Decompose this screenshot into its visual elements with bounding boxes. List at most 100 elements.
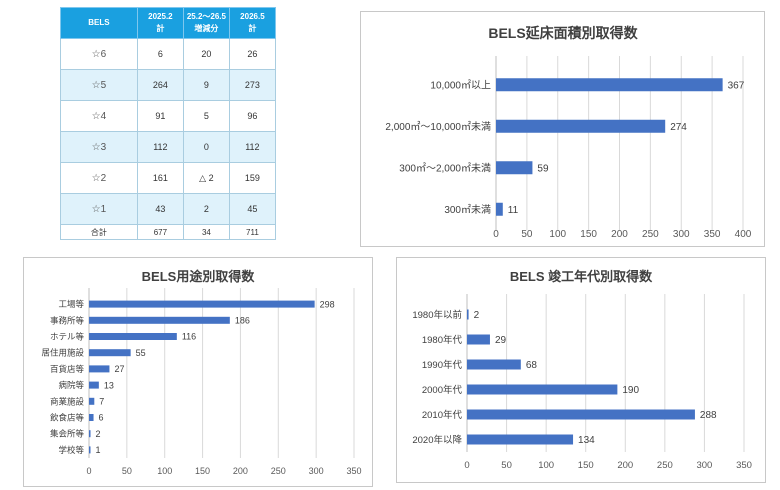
data-label: 2	[96, 429, 101, 439]
count-2026-cell: 45	[228, 193, 277, 225]
data-label: 186	[235, 315, 250, 325]
data-label: 2	[474, 310, 480, 321]
data-label: 274	[670, 122, 687, 133]
change-cell: 5	[182, 100, 230, 132]
data-label: 68	[526, 360, 538, 371]
category-label: 1980年以前	[412, 309, 462, 321]
chart-title: BELS延床面積別取得数	[488, 25, 638, 41]
category-label: 居住用施設	[41, 348, 84, 358]
use-chart-panel: BELS用途別取得数 0 50 100 150 200 250 300 350 工場等 298 事務所…	[23, 257, 373, 487]
header-label: 2026.5	[240, 12, 265, 21]
bar	[89, 333, 177, 340]
tick-label: 300	[673, 229, 690, 240]
bar	[89, 397, 95, 405]
total-2026-cell: 711	[228, 224, 277, 240]
rank-cell: ☆4	[60, 100, 138, 132]
category-label: 飲食店等	[50, 412, 85, 422]
header-label: 2025.2	[148, 12, 173, 21]
bar	[89, 316, 230, 324]
data-label: 59	[537, 163, 549, 174]
data-label: 134	[578, 435, 595, 446]
header-bels: BELS	[60, 7, 138, 39]
total-label-cell: 合計	[60, 224, 138, 240]
bar	[89, 381, 99, 389]
tick-label: 100	[538, 460, 554, 471]
rank-cell: ☆2	[60, 162, 138, 194]
use-chart: BELS用途別取得数 0 50 100 150 200 250 300 350 工場等 298 事務所…	[41, 269, 361, 476]
year-chart-panel: BELS 竣工年代別取得数 0 50 100 150 200 250 300 350 1980年以…	[396, 257, 766, 483]
change-cell: 0	[182, 131, 230, 163]
tick-label: 150	[195, 466, 210, 476]
category-label: 300㎡～2,000㎡未満	[399, 162, 491, 174]
count-2026-cell: 273	[228, 69, 277, 101]
header-sublabel: 計	[248, 24, 257, 33]
category-label: 集会所等	[50, 429, 85, 439]
tick-label: 0	[464, 460, 469, 471]
tick-label: 400	[735, 229, 752, 240]
change-cell: 9	[182, 69, 230, 101]
table-row: ☆5 264 9 273	[60, 69, 277, 101]
year-chart: BELS 竣工年代別取得数 0 50 100 150 200 250 300 350 1980年以…	[412, 269, 752, 471]
data-label: 7	[99, 396, 104, 406]
chart-title: BELS 竣工年代別取得数	[510, 269, 653, 284]
bar	[89, 300, 315, 308]
header-sublabel: 計	[156, 24, 165, 33]
tick-label: 350	[346, 466, 361, 476]
total-2025-cell: 677	[136, 224, 184, 240]
tick-label: 50	[122, 466, 132, 476]
tick-label: 300	[696, 460, 712, 471]
tick-label: 0	[86, 466, 91, 476]
bar	[467, 384, 618, 395]
rank-cell: ☆3	[60, 131, 138, 163]
header-label: 25.2～26.5	[186, 12, 226, 21]
tick-label: 150	[580, 229, 597, 240]
rank-cell: ☆1	[60, 193, 138, 225]
change-cell: 20	[182, 38, 230, 70]
data-label: 11	[508, 205, 519, 216]
table-total-row: 合計 677 34 711	[60, 224, 277, 240]
count-2025-cell: 91	[136, 100, 184, 132]
category-label: 百貨店等	[50, 364, 85, 374]
category-label: 1990年代	[422, 359, 463, 371]
tick-label: 300	[309, 466, 324, 476]
bar	[496, 119, 666, 133]
tick-label: 100	[549, 229, 566, 240]
header-change: 25.2～26.5 増減分	[182, 7, 230, 39]
count-2025-cell: 6	[136, 38, 184, 70]
bar	[496, 161, 533, 175]
tick-label: 350	[736, 460, 752, 471]
bar	[89, 414, 94, 421]
header-label: BELS	[88, 18, 110, 27]
tick-label: 350	[704, 229, 721, 240]
tick-label: 250	[271, 466, 286, 476]
data-label: 116	[182, 332, 196, 342]
data-label: 13	[104, 380, 114, 390]
bar	[89, 430, 91, 438]
category-label: 10,000㎡以上	[430, 79, 491, 91]
change-cell: 2	[182, 193, 230, 225]
floor-area-chart-panel: BELS延床面積別取得数 0 50 100 150 200 250 300 350 400 10,0…	[360, 11, 765, 247]
header-sublabel: 増減分	[194, 24, 219, 33]
count-2025-cell: 161	[136, 162, 184, 194]
bels-rank-table: BELS 2025.2 計 25.2～26.5 増減分 2026.5 計 ☆6 6 20 2…	[60, 7, 277, 240]
table-row: ☆2 161 △ 2 159	[60, 162, 277, 194]
tick-label: 200	[233, 466, 248, 476]
bar	[467, 359, 521, 370]
bar	[467, 409, 695, 420]
tick-label: 50	[521, 229, 533, 240]
tick-label: 50	[501, 460, 512, 471]
category-label: 2,000㎡～10,000㎡未満	[385, 121, 491, 133]
rank-cell: ☆6	[60, 38, 138, 70]
bar	[496, 78, 723, 92]
header-2026: 2026.5 計	[228, 7, 277, 39]
category-label: 2010年代	[422, 409, 463, 421]
table-row: ☆3 112 0 112	[60, 131, 277, 163]
category-label: 300㎡未満	[444, 204, 491, 216]
data-label: 190	[622, 385, 639, 396]
category-label: 2020年以降	[412, 434, 462, 446]
data-label: 29	[495, 335, 507, 346]
bar	[89, 349, 131, 357]
floor-area-chart: BELS延床面積別取得数 0 50 100 150 200 250 300 350 400 10,0…	[385, 25, 752, 240]
tick-label: 0	[493, 229, 499, 240]
data-label: 288	[700, 410, 717, 421]
